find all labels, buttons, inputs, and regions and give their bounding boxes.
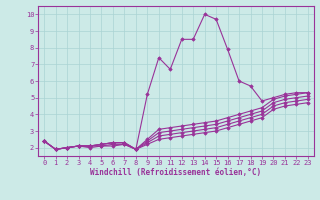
X-axis label: Windchill (Refroidissement éolien,°C): Windchill (Refroidissement éolien,°C) xyxy=(91,168,261,177)
